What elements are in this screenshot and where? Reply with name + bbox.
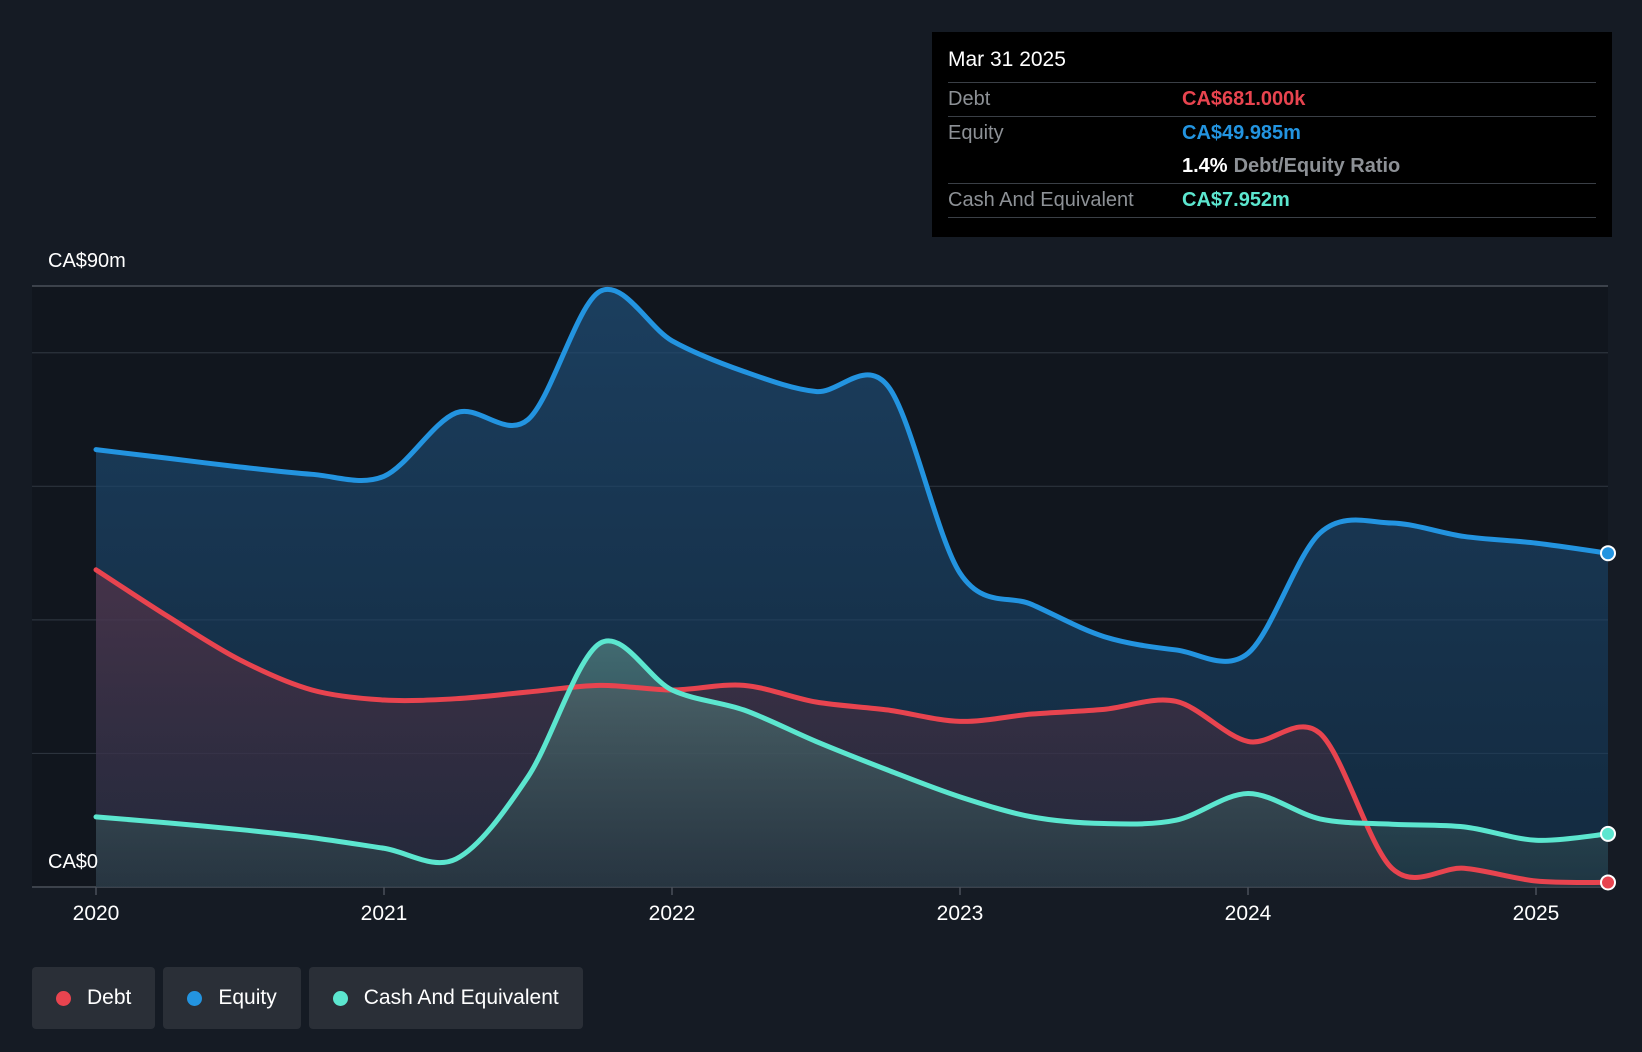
- legend-cash-dot-icon: [332, 990, 348, 1006]
- legend-item-cash[interactable]: Cash And Equivalent: [308, 967, 583, 1029]
- tooltip-equity-value: CA$49.985m: [1182, 122, 1301, 144]
- debt-endpoint-dot: [1600, 874, 1616, 891]
- series-lines: [93, 286, 1611, 885]
- x-axis: 2020 2021 2022 2023 2024 2025: [73, 887, 1560, 925]
- x-tick-label: 2021: [361, 902, 408, 925]
- tooltip-debt-value: CA$681.000k: [1182, 88, 1306, 110]
- y-axis-max-label: CA$90m: [48, 250, 126, 272]
- x-tick-label: 2025: [1513, 902, 1560, 925]
- legend-cash-label: Cash And Equivalent: [363, 986, 559, 1009]
- cash-line: [93, 638, 1611, 866]
- tooltip-cash-row: Cash And Equivalent CA$7.952m: [948, 183, 1596, 218]
- legend-item-debt[interactable]: Debt: [32, 967, 156, 1029]
- cash-endpoint-dot: [1600, 825, 1616, 842]
- chart-legend: Debt Equity Cash And Equivalent: [32, 967, 583, 1029]
- equity-line: [93, 286, 1611, 664]
- tooltip-cash-label: Cash And Equivalent: [948, 189, 1134, 211]
- legend-item-equity[interactable]: Equity: [163, 967, 301, 1029]
- tooltip-ratio-row: 1.4% Debt/Equity Ratio: [948, 150, 1596, 183]
- cash-area: [96, 640, 1608, 887]
- x-tick-label: 2020: [73, 902, 120, 925]
- legend-equity-dot-icon: [187, 990, 203, 1006]
- y-axis-min-label: CA$0: [48, 851, 99, 873]
- equity-endpoint-dot: [1600, 545, 1616, 562]
- legend-debt-label: Debt: [87, 986, 132, 1009]
- tooltip-debt-row: Debt CA$681.000k: [948, 82, 1596, 116]
- tooltip-equity-label: Equity: [948, 122, 1004, 144]
- series-endpoints: [1600, 545, 1616, 891]
- tooltip-panel: Mar 31 2025 Debt CA$681.000k Equity CA$4…: [932, 32, 1612, 237]
- legend-debt-dot-icon: [56, 990, 71, 1006]
- series-areas: [96, 289, 1608, 887]
- tooltip-equity-row: Equity CA$49.985m: [948, 116, 1596, 150]
- tooltip-ratio-value: 1.4%: [1182, 155, 1228, 177]
- legend-equity-label: Equity: [218, 986, 277, 1009]
- tooltip-ratio-label: Debt/Equity Ratio: [1233, 155, 1401, 177]
- x-tick-label: 2022: [649, 902, 696, 925]
- x-tick-label: 2024: [1225, 902, 1272, 925]
- tooltip-cash-value: CA$7.952m: [1182, 189, 1290, 211]
- tooltip-date: Mar 31 2025: [948, 48, 1066, 71]
- x-tick-label: 2023: [937, 902, 984, 925]
- debt-line: [93, 567, 1611, 885]
- tooltip-debt-label: Debt: [948, 88, 991, 110]
